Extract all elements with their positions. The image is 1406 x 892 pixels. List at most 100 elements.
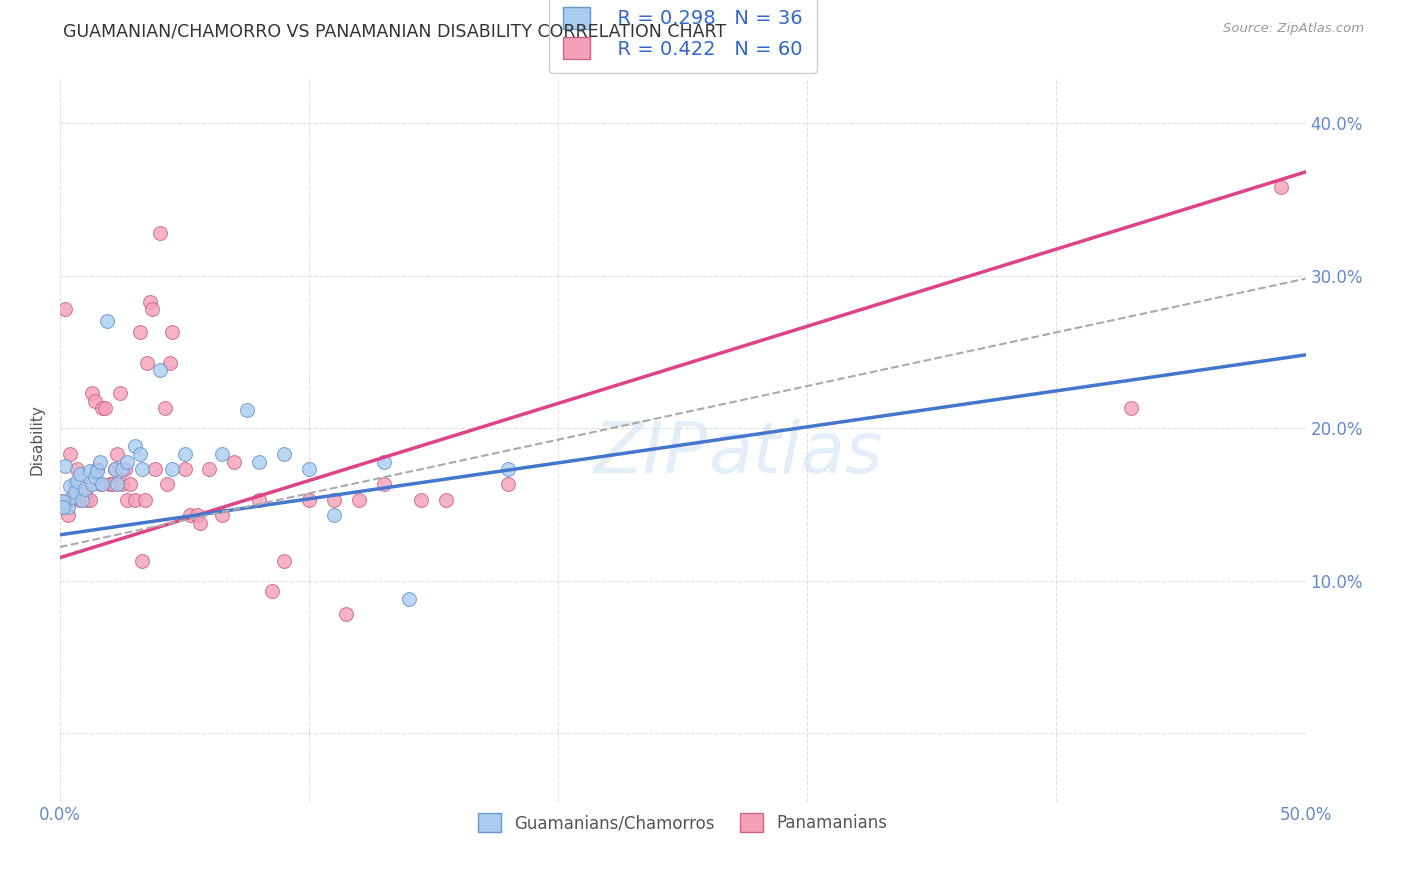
Point: [91, 401, 114, 416]
Point: [73, 485, 96, 500]
Text: GUAMANIAN/CHAMORRO VS PANAMANIAN DISABILITY CORRELATION CHART: GUAMANIAN/CHAMORRO VS PANAMANIAN DISABIL…: [63, 22, 727, 40]
Point: [335, 607, 357, 621]
Text: Source: ZipAtlas.com: Source: ZipAtlas.com: [1223, 22, 1364, 36]
Point: [89, 455, 111, 469]
Point: [76, 492, 98, 507]
Point: [118, 477, 141, 491]
Point: [173, 462, 195, 476]
Point: [104, 462, 127, 476]
Point: [108, 386, 131, 401]
Point: [498, 477, 520, 491]
Point: [51, 494, 73, 508]
Legend: Guamanians/Chamorros, Panamanians: Guamanians/Chamorros, Panamanians: [467, 801, 900, 844]
Point: [101, 477, 124, 491]
Point: [273, 554, 295, 568]
Point: [128, 325, 150, 339]
Point: [98, 477, 121, 491]
Point: [72, 492, 94, 507]
Point: [124, 439, 146, 453]
Point: [105, 447, 128, 461]
Point: [160, 325, 183, 339]
Point: [89, 477, 111, 491]
Point: [96, 314, 118, 328]
Point: [149, 363, 172, 377]
Point: [117, 455, 139, 469]
Point: [179, 508, 201, 522]
Point: [273, 447, 295, 461]
Point: [131, 462, 153, 476]
Point: [73, 482, 96, 496]
Point: [198, 462, 221, 476]
Point: [143, 462, 166, 476]
Point: [63, 485, 86, 500]
Point: [69, 467, 91, 481]
Point: [211, 447, 233, 461]
Point: [131, 554, 153, 568]
Point: [84, 470, 107, 484]
Point: [260, 584, 283, 599]
Point: [141, 302, 163, 317]
Point: [247, 492, 270, 507]
Point: [56, 500, 79, 515]
Point: [236, 402, 259, 417]
Point: [153, 401, 176, 416]
Point: [111, 462, 134, 476]
Point: [62, 490, 84, 504]
Point: [186, 508, 208, 522]
Point: [86, 462, 108, 476]
Point: [69, 492, 91, 507]
Point: [84, 393, 107, 408]
Point: [111, 477, 134, 491]
Point: [1270, 180, 1292, 194]
Point: [72, 485, 94, 500]
Point: [79, 464, 101, 478]
Point: [136, 355, 159, 369]
Point: [82, 386, 104, 401]
Point: [66, 462, 89, 476]
Point: [59, 447, 82, 461]
Point: [51, 494, 73, 508]
Point: [373, 455, 395, 469]
Point: [498, 462, 520, 476]
Point: [434, 492, 457, 507]
Point: [62, 492, 84, 507]
Point: [323, 492, 346, 507]
Point: [134, 492, 156, 507]
Point: [1121, 401, 1143, 416]
Point: [159, 355, 181, 369]
Point: [82, 477, 104, 491]
Point: [53, 302, 76, 317]
Point: [56, 508, 79, 522]
Point: [94, 401, 117, 416]
Point: [188, 516, 211, 530]
Point: [79, 492, 101, 507]
Point: [160, 462, 183, 476]
Point: [63, 477, 86, 491]
Point: [86, 464, 108, 478]
Point: [128, 447, 150, 461]
Point: [124, 492, 146, 507]
Y-axis label: Disability: Disability: [30, 404, 44, 475]
Point: [323, 508, 346, 522]
Point: [156, 477, 179, 491]
Point: [373, 477, 395, 491]
Point: [51, 500, 73, 515]
Point: [173, 447, 195, 461]
Point: [347, 492, 370, 507]
Point: [66, 475, 89, 489]
Point: [114, 462, 136, 476]
Point: [59, 479, 82, 493]
Point: [138, 294, 160, 309]
Point: [91, 477, 114, 491]
Point: [105, 477, 128, 491]
Point: [298, 492, 321, 507]
Text: ZIP: ZIP: [593, 419, 707, 489]
Text: atlas: atlas: [707, 419, 883, 489]
Point: [149, 226, 172, 240]
Point: [247, 455, 270, 469]
Point: [104, 462, 127, 476]
Point: [117, 492, 139, 507]
Point: [211, 508, 233, 522]
Point: [53, 459, 76, 474]
Point: [398, 591, 420, 606]
